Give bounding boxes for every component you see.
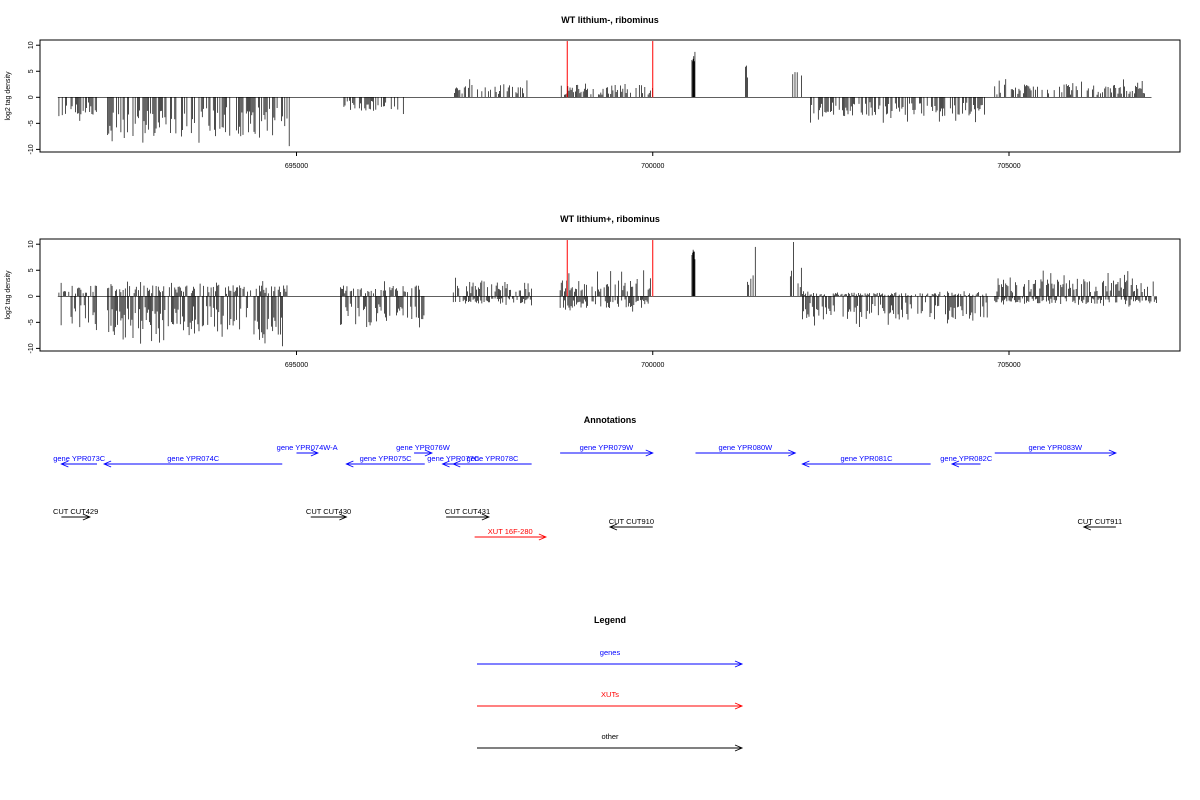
bar-series <box>58 51 1145 147</box>
annotation-label: gene YPR079W <box>580 443 635 452</box>
annotation-gene: gene YPR076W <box>396 443 451 457</box>
annotation-other: CUT CUT431 <box>445 507 491 521</box>
arrow-head <box>788 449 797 457</box>
y-tick-label: -10 <box>28 144 35 154</box>
annotation-gene: gene YPR078C <box>452 454 532 468</box>
y-tick-label: 5 <box>28 69 35 73</box>
x-tick-label: 695000 <box>285 163 308 170</box>
chart-title: WT lithium+, ribominus <box>560 214 660 224</box>
annotation-label: gene YPR075C <box>360 454 413 463</box>
annotation-label: CUT CUT911 <box>1077 517 1122 526</box>
y-tick-label: 10 <box>28 240 35 248</box>
annotations-track: Annotations gene YPR073C gene YPR074C gene … <box>53 415 1122 541</box>
annotation-gene: gene YPR079W <box>560 443 654 457</box>
annotation-other: CUT CUT911 <box>1077 517 1122 531</box>
arrow-head <box>734 702 744 710</box>
y-tick-label: 0 <box>28 95 35 99</box>
annotation-label: XUT 16F-280 <box>488 527 533 536</box>
plot-frame <box>39 39 1181 153</box>
annotation-label: gene YPR082C <box>940 454 993 463</box>
annotation-gene: gene YPR082C <box>940 454 993 468</box>
annotation-gene: gene YPR083W <box>994 443 1118 457</box>
arrow-head <box>339 513 348 521</box>
annotation-label: gene YPR077C <box>427 454 480 463</box>
arrow-head <box>734 660 744 668</box>
annotation-other: CUT CUT430 <box>306 507 351 521</box>
legend-label: genes <box>600 648 621 657</box>
arrow-head <box>801 460 810 468</box>
legend-title: Legend <box>594 615 626 625</box>
annotation-gene: gene YPR074C <box>102 454 283 468</box>
arrow-head <box>102 460 112 468</box>
legend-item-other: other <box>477 732 744 752</box>
annotation-other: CUT CUT429 <box>53 507 98 521</box>
y-tick-label: -5 <box>28 319 35 325</box>
annotation-label: gene YPR078C <box>466 454 519 463</box>
arrow-head <box>645 449 654 457</box>
y-tick-label: 0 <box>28 294 35 298</box>
arrow-head <box>82 513 92 521</box>
arrow-head <box>734 744 744 752</box>
annotation-other: CUT CUT910 <box>608 517 654 531</box>
annotation-gene: gene YPR081C <box>801 454 931 468</box>
annotation-label: gene YPR076W <box>396 443 451 452</box>
track-chart-lithium-plus: WT lithium+, ribominus log2 tag density -1… <box>5 214 1181 369</box>
arrow-head <box>310 449 320 457</box>
annotation-label: CUT CUT430 <box>306 507 351 516</box>
annotation-label: CUT CUT429 <box>53 507 98 516</box>
arrow-head <box>452 460 461 468</box>
legend-label: XUTs <box>601 690 619 699</box>
y-axis-label: log2 tag density <box>5 270 12 320</box>
arrow-head <box>424 449 434 457</box>
arrow-head <box>1082 523 1091 531</box>
annotation-label: gene YPR080W <box>719 443 774 452</box>
arrow-head <box>481 513 491 521</box>
legend-item-gene: genes <box>477 648 744 668</box>
annotation-label: gene YPR083W <box>1028 443 1083 452</box>
annotation-gene: gene YPR073C <box>53 454 106 468</box>
arrow-head <box>60 460 69 468</box>
x-tick-label: 700000 <box>641 163 664 170</box>
annotation-label: CUT CUT910 <box>609 517 654 526</box>
annotation-xut: XUT 16F-280 <box>474 527 548 541</box>
arrow-head <box>950 460 960 468</box>
chart-title: WT lithium-, ribominus <box>561 15 659 25</box>
annotation-label: CUT CUT431 <box>445 507 490 516</box>
plot-frame <box>39 238 1181 352</box>
arrow-head <box>608 523 618 531</box>
annotation-gene: gene YPR074W-A <box>277 443 338 457</box>
x-tick-label: 700000 <box>641 362 664 369</box>
y-tick-label: 5 <box>28 268 35 272</box>
annotation-gene: gene YPR080W <box>695 443 797 457</box>
legend-item-xut: XUTs <box>477 690 744 710</box>
y-tick-label: 10 <box>28 41 35 49</box>
annotation-label: gene YPR074C <box>167 454 220 463</box>
y-tick-label: -10 <box>28 343 35 353</box>
x-tick-label: 705000 <box>997 163 1020 170</box>
bar-series <box>58 242 1157 347</box>
annotation-label: gene YPR074W-A <box>277 443 338 452</box>
y-axis-label: log2 tag density <box>5 71 12 121</box>
x-tick-label: 695000 <box>285 362 308 369</box>
arrow-head <box>1108 449 1118 457</box>
legend-label: other <box>601 732 619 741</box>
annotation-label: gene YPR073C <box>53 454 106 463</box>
y-tick-label: -5 <box>28 120 35 126</box>
arrow-head <box>345 460 354 468</box>
annotation-gene: gene YPR075C <box>345 454 425 468</box>
arrow-head <box>441 460 450 468</box>
annotation-label: gene YPR081C <box>841 454 894 463</box>
arrow-head <box>538 533 548 541</box>
annotations-title: Annotations <box>584 415 637 425</box>
track-chart-lithium-minus: WT lithium-, ribominus log2 tag density -1… <box>5 15 1181 170</box>
x-tick-label: 705000 <box>997 362 1020 369</box>
